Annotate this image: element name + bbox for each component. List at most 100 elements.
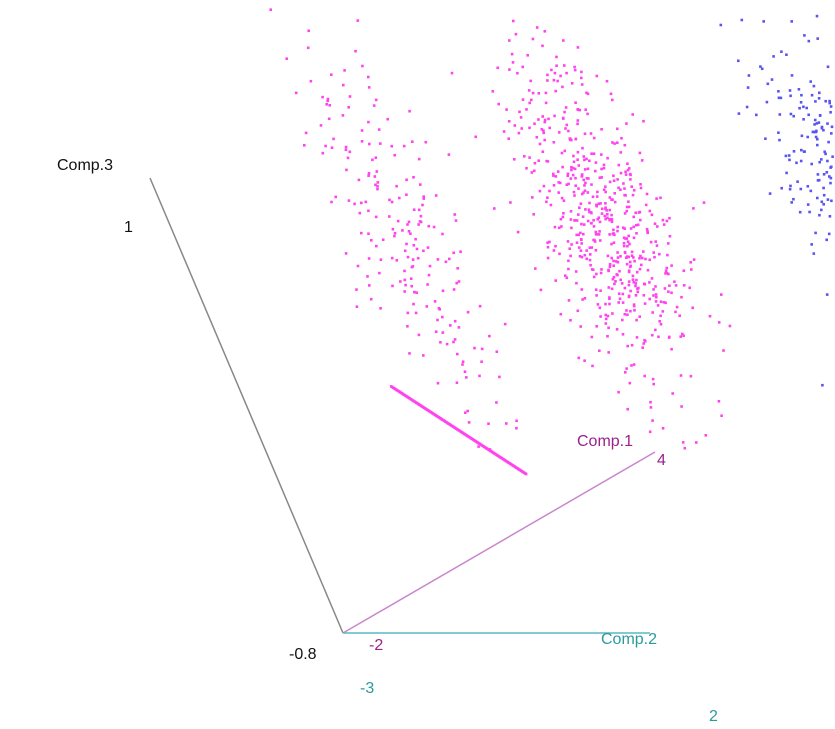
data-point-cluster-2: [591, 268, 595, 271]
data-point-cluster-2: [576, 309, 580, 313]
data-point-cluster-3: [790, 201, 793, 204]
data-point-cluster-2: [668, 216, 671, 220]
data-point-cluster-2: [720, 414, 723, 417]
data-point-cluster-2: [652, 251, 655, 254]
data-point-cluster-1: [379, 142, 382, 145]
data-point-cluster-2: [450, 71, 454, 75]
data-point-cluster-3: [810, 162, 813, 166]
data-point-cluster-3: [818, 114, 822, 117]
data-point-cluster-2: [582, 178, 585, 182]
data-point-cluster-2: [507, 137, 510, 140]
data-point-cluster-2: [572, 160, 576, 164]
data-point-cluster-1: [426, 246, 430, 249]
data-point-cluster-3: [822, 203, 825, 206]
data-point-cluster-2: [517, 131, 521, 135]
data-point-cluster-1: [369, 297, 373, 301]
data-point-cluster-2: [592, 219, 595, 222]
data-point-cluster-2: [625, 205, 629, 209]
data-point-cluster-2: [586, 167, 590, 171]
data-point-cluster-2: [573, 194, 576, 197]
data-point-cluster-1: [390, 256, 394, 260]
data-point-cluster-1: [374, 156, 378, 159]
data-point-cluster-2: [580, 255, 584, 259]
data-point-cluster-2: [509, 201, 512, 204]
data-point-cluster-2: [502, 130, 506, 133]
data-point-cluster-2: [585, 177, 589, 180]
data-point-cluster-2: [554, 244, 557, 248]
data-point-cluster-2: [519, 116, 523, 119]
data-point-cluster-2: [507, 120, 511, 123]
data-point-cluster-1: [367, 174, 370, 177]
data-point-cluster-1: [422, 354, 425, 357]
data-point-cluster-1: [404, 283, 407, 287]
data-point-cluster-2: [585, 257, 588, 261]
data-point-cluster-2: [620, 137, 623, 140]
data-point-cluster-2: [552, 141, 556, 144]
data-point-cluster-3: [828, 99, 831, 103]
data-point-cluster-1: [347, 199, 351, 202]
data-point-cluster-2: [514, 32, 518, 36]
data-point-cluster-3: [817, 97, 821, 100]
data-point-cluster-1: [307, 29, 310, 33]
data-point-cluster-2: [581, 146, 584, 150]
data-point-cluster-2: [630, 364, 633, 367]
data-point-cluster-2: [579, 249, 583, 252]
data-point-cluster-3: [740, 18, 744, 22]
data-point-cluster-1: [269, 8, 272, 11]
data-point-cluster-2: [613, 142, 616, 145]
data-point-cluster-2: [569, 210, 573, 213]
data-point-cluster-2: [604, 217, 607, 221]
data-point-cluster-2: [596, 190, 599, 194]
data-point-cluster-2: [612, 264, 615, 267]
data-point-cluster-2: [655, 244, 659, 247]
data-point-cluster-2: [625, 237, 629, 240]
data-point-cluster-1: [455, 281, 458, 285]
data-point-cluster-3: [822, 186, 825, 190]
data-point-cluster-2: [585, 249, 588, 252]
data-point-cluster-2: [532, 213, 535, 216]
data-point-cluster-1: [343, 69, 346, 72]
data-point-cluster-2: [552, 174, 555, 177]
data-point-cluster-1: [417, 223, 420, 226]
data-point-cluster-2: [565, 276, 569, 280]
data-point-cluster-3: [796, 180, 799, 183]
data-point-cluster-2: [521, 65, 524, 69]
data-point-cluster-2: [564, 274, 567, 277]
data-point-cluster-3: [778, 138, 781, 142]
data-point-cluster-3: [829, 176, 833, 180]
data-point-cluster-3: [766, 82, 770, 86]
data-point-cluster-2: [667, 272, 670, 276]
data-point-cluster-1: [330, 73, 333, 76]
data-point-cluster-1: [444, 260, 448, 264]
data-point-cluster-2: [570, 82, 574, 85]
data-point-cluster-1: [456, 267, 459, 270]
data-point-cluster-2: [595, 272, 598, 276]
data-point-cluster-2: [607, 269, 610, 273]
data-point-cluster-2: [592, 152, 596, 155]
data-point-cluster-2: [659, 322, 663, 326]
data-point-cluster-1: [360, 231, 363, 235]
data-point-cluster-1: [393, 153, 396, 157]
data-point-cluster-1: [386, 117, 389, 121]
data-point-cluster-2: [642, 294, 646, 297]
data-point-cluster-2: [641, 346, 644, 349]
data-point-cluster-3: [807, 113, 810, 117]
data-point-cluster-2: [571, 173, 575, 177]
data-point-cluster-1: [452, 251, 455, 255]
data-point-cluster-3: [813, 118, 817, 122]
data-point-cluster-3: [799, 159, 803, 163]
data-point-cluster-3: [814, 130, 818, 134]
data-point-cluster-2: [584, 108, 587, 111]
data-point-cluster-2: [717, 400, 721, 403]
data-point-cluster-2: [585, 157, 588, 161]
data-point-cluster-3: [788, 158, 791, 162]
data-point-cluster-1: [437, 307, 441, 310]
data-point-cluster-2: [626, 344, 629, 348]
data-point-cluster-2: [608, 196, 612, 199]
data-point-cluster-1: [374, 98, 378, 102]
data-point-cluster-1: [342, 83, 345, 87]
data-point-cluster-1: [391, 284, 394, 288]
data-point-cluster-2: [543, 30, 547, 33]
data-point-cluster-2: [535, 26, 539, 29]
data-point-cluster-3: [800, 93, 803, 97]
